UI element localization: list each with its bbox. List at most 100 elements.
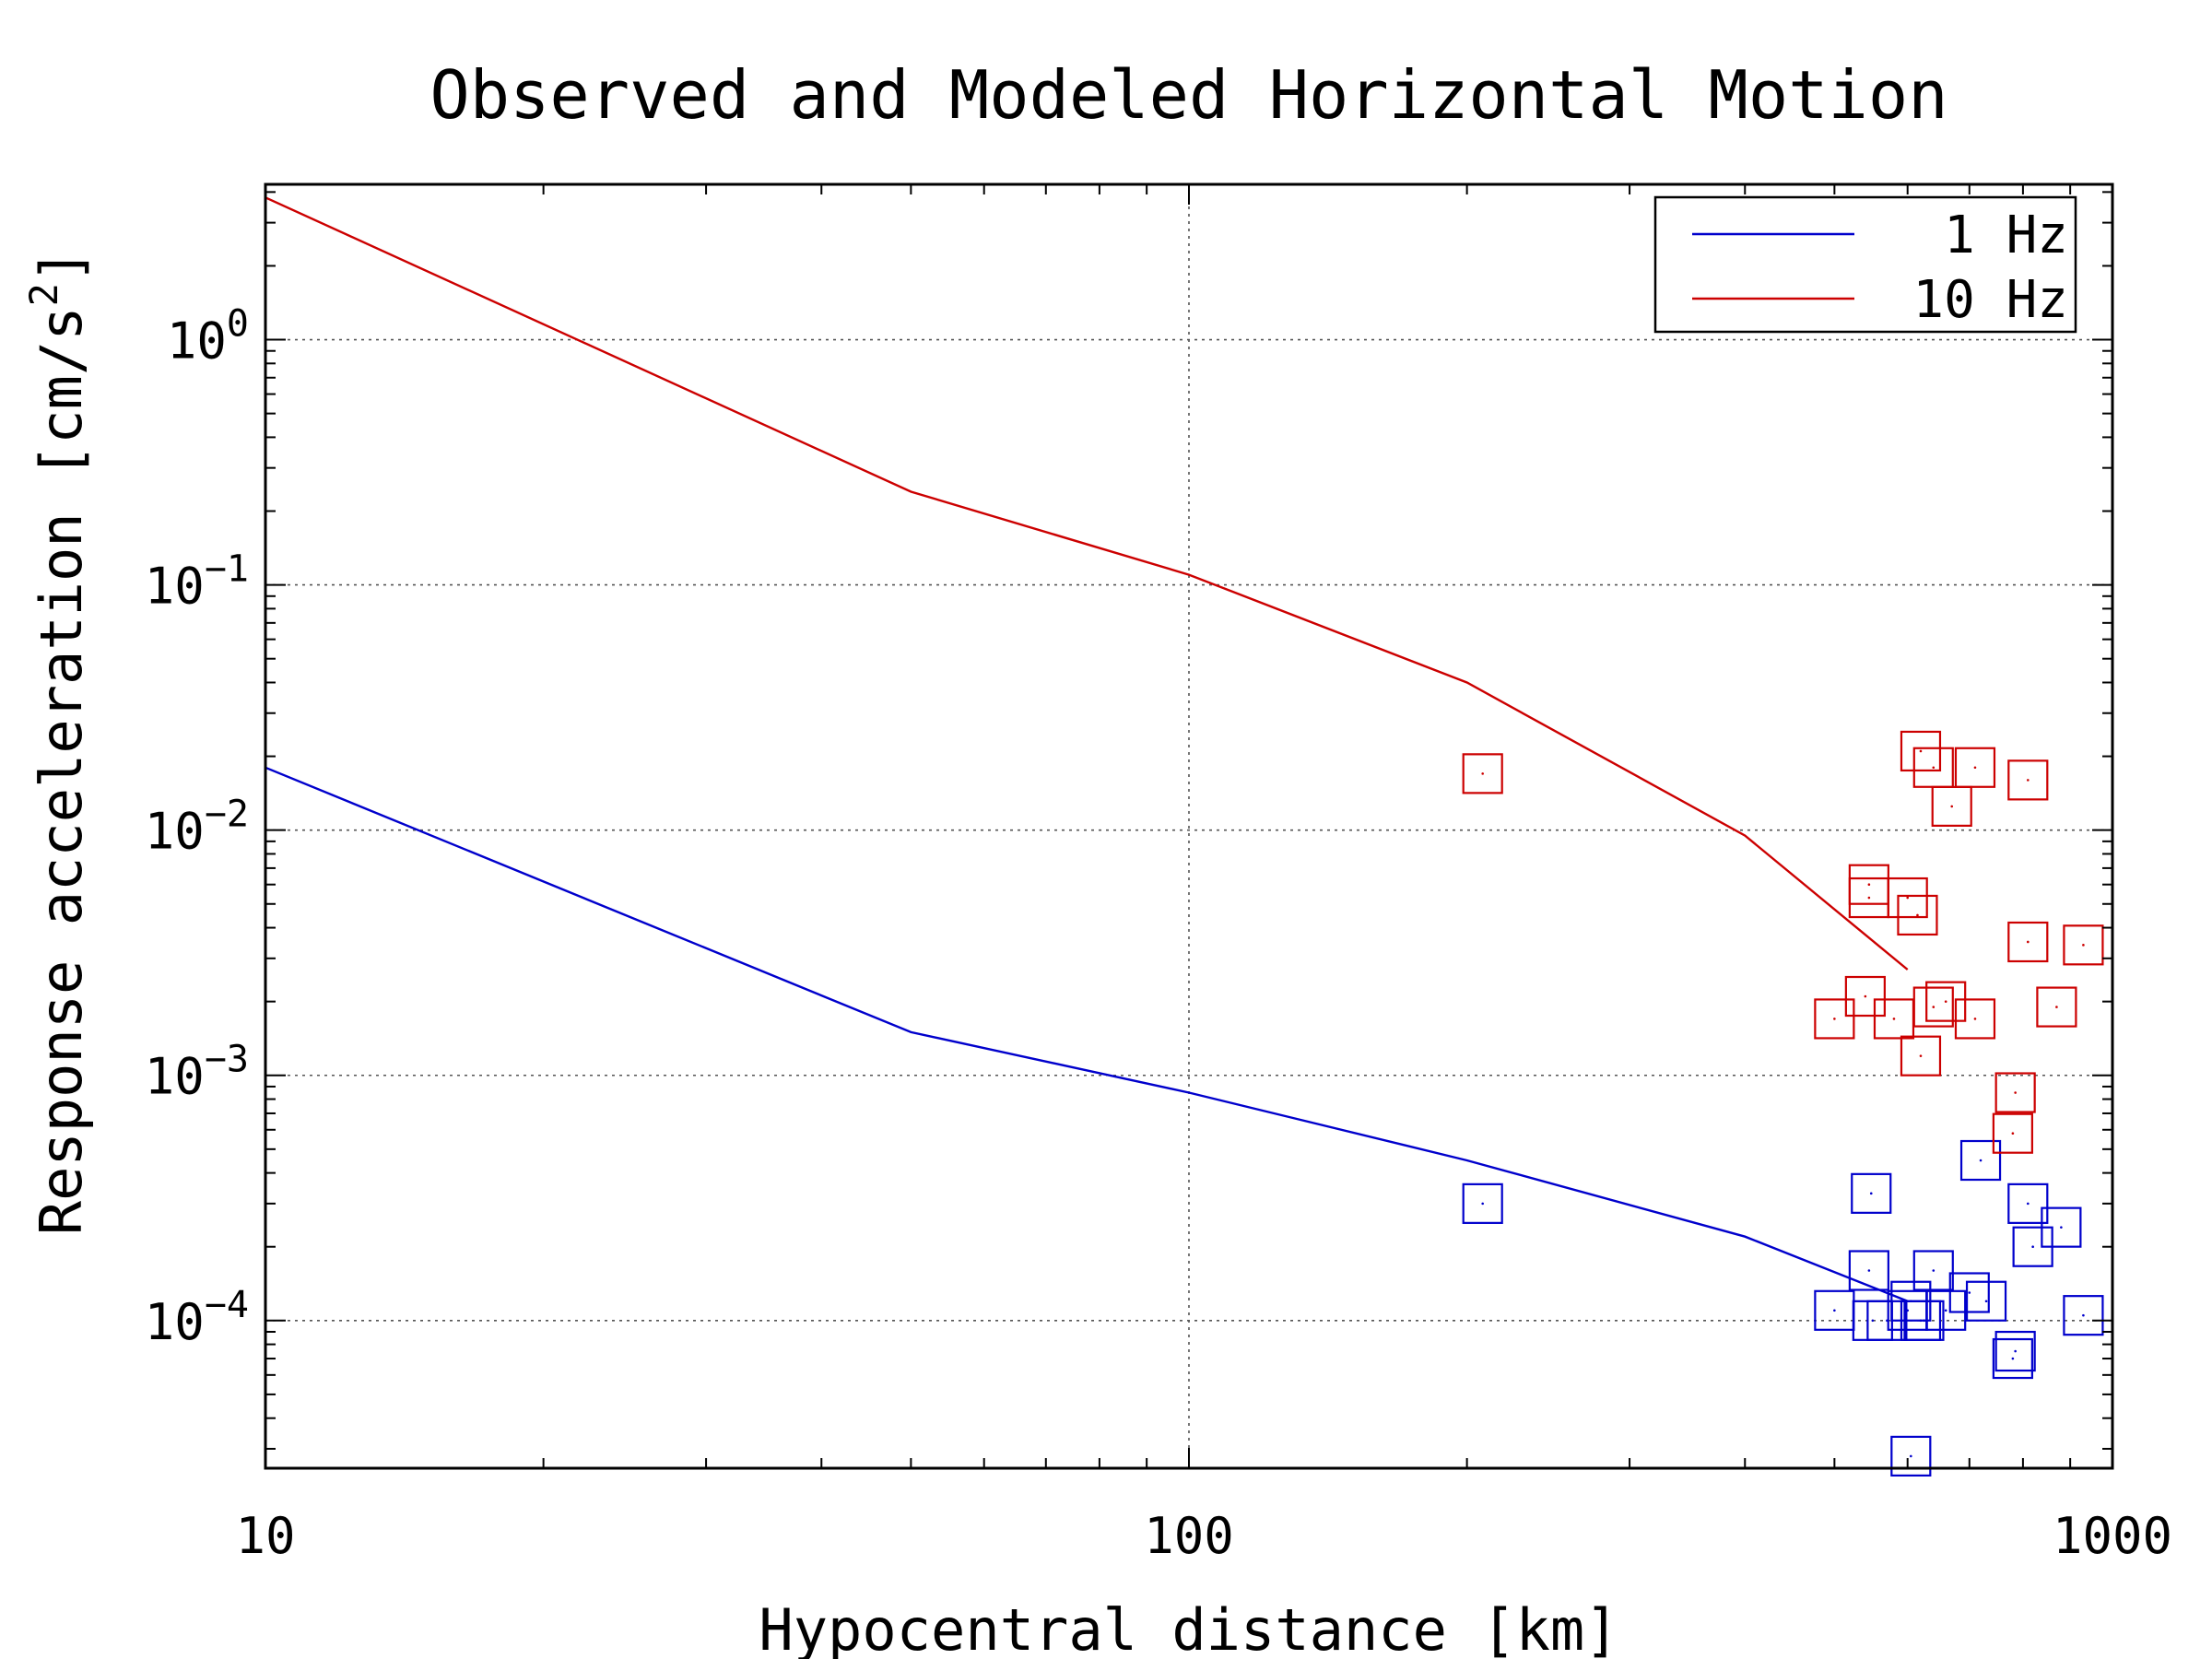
observed-point-center [1867, 1269, 1871, 1272]
observed-point-center [1968, 1291, 1971, 1294]
observed-point-marker [2012, 1226, 2053, 1267]
observed-point-center [1932, 766, 1936, 770]
model-line [265, 196, 1909, 971]
legend-box [1653, 195, 2077, 334]
observed-point-marker [2007, 759, 2049, 801]
observed-point-marker [2007, 1182, 2049, 1224]
observed-point-center [1481, 1202, 1484, 1206]
observed-point-center [1864, 994, 1867, 998]
observed-point-marker [2063, 1295, 2104, 1336]
observed-point-marker [1851, 1172, 1892, 1214]
observed-point-marker [2063, 924, 2104, 966]
y-tick-label-base: 10 [145, 1293, 205, 1351]
observed-point-center [1916, 913, 1919, 917]
observed-point-marker [1873, 998, 1915, 1040]
observed-point-center [1892, 1018, 1896, 1020]
observed-point-center [1906, 896, 1910, 900]
observed-point-marker [1900, 1300, 1942, 1341]
observed-point-marker [1954, 747, 1996, 788]
x-tick-label: 10 [235, 1507, 295, 1565]
observed-point-marker [1954, 998, 1996, 1040]
observed-point-center [2055, 1006, 2058, 1008]
observed-point-marker [1814, 998, 1855, 1040]
y-tick-label-base: 10 [145, 558, 205, 616]
observed-point-center [2082, 1313, 2085, 1317]
observed-point-center [1886, 1319, 1888, 1323]
observed-point-marker [1890, 1435, 1932, 1477]
observed-point-marker [1848, 1250, 1889, 1291]
y-tick-label: 100 [167, 303, 249, 371]
observed-point-center [1984, 1300, 1988, 1303]
observed-point-center [1833, 1309, 1836, 1312]
observed-point-marker [1900, 730, 1942, 772]
y-tick-label-exponent: −2 [205, 794, 249, 836]
y-tick-label-exponent: −4 [205, 1284, 249, 1326]
observed-point-center [2060, 1226, 2063, 1229]
observed-point-center [1833, 1018, 1836, 1020]
observed-point-center [1932, 1006, 1936, 1008]
observed-point-marker [1994, 1072, 2036, 1113]
observed-point-center [1919, 749, 1923, 753]
y-tick-label-exponent: −3 [205, 1039, 249, 1081]
observed-point-marker [1948, 1272, 1990, 1313]
x-tick-label: 100 [1144, 1507, 1234, 1565]
legend-label: 10 Hz [1912, 270, 2068, 330]
x-axis-label: Hypocentral distance [km] [759, 1596, 1618, 1659]
observed-point-marker [1925, 1289, 1967, 1331]
observed-point-center [2027, 940, 2030, 944]
observed-point-marker [1462, 1182, 1503, 1224]
observed-point-center [1923, 1319, 1925, 1323]
observed-point-center [1919, 1319, 1923, 1323]
observed-point-center [1950, 805, 1954, 808]
observed-point-center [2027, 779, 2030, 782]
observed-point-center [1979, 1159, 1983, 1162]
observed-point-marker [1931, 785, 1972, 827]
grid-layer [265, 184, 2112, 1468]
y-axis-label-close: ] [28, 249, 95, 283]
series-layer [265, 196, 2104, 1477]
observed-point-center [1481, 772, 1484, 775]
y-axis-label-superscript: 2 [21, 283, 66, 306]
observed-point-center [1932, 1269, 1936, 1272]
y-tick-label: 10−3 [145, 1039, 249, 1106]
y-tick-label-exponent: −1 [205, 548, 249, 591]
y-tick-label: 10−4 [145, 1284, 249, 1351]
x-tick-label: 1000 [2053, 1507, 2172, 1565]
y-tick-label-exponent: 0 [227, 303, 249, 346]
y-tick-label-base: 10 [167, 312, 227, 371]
observed-point-center [2031, 1245, 2034, 1249]
legend-label: 1 Hz [1944, 206, 2068, 265]
observed-point-marker [1897, 894, 1938, 936]
observed-point-marker [1462, 753, 1503, 794]
observed-point-center [1973, 766, 1977, 770]
y-axis-label: Response acceleration [cm/s2] [21, 249, 95, 1235]
observed-point-center [1973, 1018, 1977, 1020]
observed-point-center [1867, 896, 1871, 900]
observed-point-marker [2036, 986, 2077, 1028]
observed-point-marker [1866, 1300, 1908, 1341]
y-tick-label-base: 10 [145, 1048, 205, 1106]
observed-point-marker [1925, 981, 1967, 1022]
observed-point-marker [1994, 1330, 2036, 1372]
observed-point-marker [1992, 1337, 2033, 1380]
observed-point-center [2082, 944, 2085, 947]
observed-point-center [1910, 1454, 1912, 1458]
observed-point-center [1919, 1054, 1923, 1057]
observed-point-center [2014, 1091, 2017, 1094]
observed-point-center [2011, 1357, 2015, 1360]
observed-point-center [1871, 1319, 1875, 1323]
chart-title: Observed and Modeled Horizontal Motion [429, 56, 1947, 134]
observed-point-marker [1959, 1139, 2002, 1182]
observed-point-marker [1844, 975, 1886, 1018]
y-tick-label-base: 10 [145, 803, 205, 861]
observed-point-marker [1992, 1112, 2033, 1154]
y-axis-label-main: Response acceleration [cm/s [28, 306, 95, 1235]
observed-point-marker [1965, 1280, 2007, 1322]
y-tick-label: 10−1 [145, 548, 249, 616]
observed-point-center [2011, 1132, 2015, 1135]
observed-point-marker [1912, 1250, 1954, 1291]
observed-point-center [1869, 1192, 1873, 1195]
